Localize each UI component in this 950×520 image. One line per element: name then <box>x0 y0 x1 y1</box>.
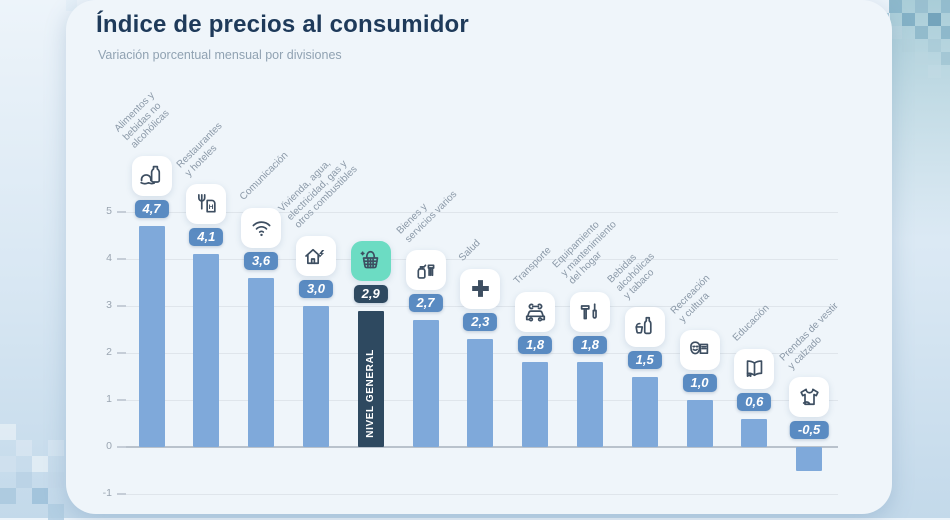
category-icon-tile <box>131 156 172 197</box>
goods-services-icon <box>417 264 435 279</box>
restaurant-hotel-icon: H <box>197 193 216 213</box>
category-icon-tile <box>405 250 446 291</box>
bar <box>193 254 220 447</box>
category-icon-tile <box>569 292 610 333</box>
value-badge: 3,0 <box>298 280 333 298</box>
mosaic-square <box>941 0 950 13</box>
value-badge: 4,1 <box>189 228 224 247</box>
bar <box>741 418 768 447</box>
y-tick-label: 4 <box>106 252 112 264</box>
bar <box>576 362 603 447</box>
food-icon <box>140 165 161 185</box>
svg-text:H: H <box>208 204 213 211</box>
y-tick-label: 3 <box>106 299 112 311</box>
y-tick-label: 0 <box>106 440 112 452</box>
value-badge: 1,0 <box>682 374 717 392</box>
category-icon-tile <box>734 348 775 389</box>
y-tick-label: 5 <box>106 205 112 217</box>
value-badge: 1,8 <box>518 336 553 355</box>
category-icon-tile <box>241 207 282 248</box>
axis-tick <box>117 399 126 401</box>
y-tick-label: 1 <box>106 393 112 405</box>
recreation-icon <box>690 340 709 354</box>
housing-utilities-icon <box>305 248 325 264</box>
mosaic-square <box>928 65 941 78</box>
mosaic-square <box>902 39 915 52</box>
communication-icon <box>252 221 271 237</box>
value-badge: 3,6 <box>244 251 279 270</box>
gridline <box>122 212 838 213</box>
bar <box>467 338 494 447</box>
bar <box>796 447 823 471</box>
y-tick-label: -1 <box>102 487 112 499</box>
mosaic-square <box>915 0 928 13</box>
bar <box>248 277 275 447</box>
value-badge: -0,5 <box>789 421 829 439</box>
bar <box>138 226 165 447</box>
mosaic-square <box>915 52 928 65</box>
axis-tick <box>117 211 126 213</box>
category-icon-tile <box>624 306 665 347</box>
mosaic-square <box>48 504 64 520</box>
mosaic-square <box>66 0 77 11</box>
axis-tick <box>117 352 126 354</box>
mosaic-square <box>0 488 16 504</box>
mosaic-square <box>928 39 941 52</box>
gridline <box>122 259 838 260</box>
mosaic-square <box>16 472 32 488</box>
category-icon-tile <box>789 377 830 417</box>
mosaic-square <box>48 472 64 488</box>
mosaic-square <box>0 456 16 472</box>
bar <box>686 400 713 447</box>
category-icon-tile <box>350 240 391 281</box>
mosaic-square <box>915 26 928 39</box>
category-icon-tile <box>679 330 720 370</box>
mosaic-square <box>889 26 902 39</box>
y-tick-label: 2 <box>106 346 112 358</box>
mosaic-square <box>941 26 950 39</box>
category-icon-tile <box>460 268 501 309</box>
baseline <box>122 446 838 448</box>
value-badge: 2,7 <box>408 294 443 313</box>
education-icon <box>746 360 763 378</box>
value-badge: 2,9 <box>353 284 388 303</box>
health-icon <box>471 280 489 298</box>
axis-tick <box>117 446 126 448</box>
page-subtitle: Variación porcentual mensual por divisio… <box>98 48 342 62</box>
bar-nivel-general: NIVEL GENERAL <box>357 310 384 447</box>
mosaic-square <box>902 13 915 26</box>
mosaic-square <box>0 424 16 440</box>
axis-tick <box>117 493 126 495</box>
value-badge: 1,5 <box>627 350 662 369</box>
clothing-icon <box>799 388 819 405</box>
value-badge: 0,6 <box>737 392 772 411</box>
bar <box>522 362 549 447</box>
nivel-general-label: NIVEL GENERAL <box>365 349 377 438</box>
mosaic-square <box>889 0 902 13</box>
value-badge: 1,8 <box>572 336 607 355</box>
bar <box>631 376 658 447</box>
basket-icon <box>360 251 379 269</box>
category-icon-tile <box>515 292 556 333</box>
home-equipment-icon <box>581 303 598 320</box>
value-badge: 2,3 <box>463 312 498 331</box>
bar <box>412 320 439 447</box>
mosaic-square <box>928 13 941 26</box>
mosaic-square <box>32 456 48 472</box>
gridline <box>122 494 838 495</box>
category-icon-tile: H <box>186 184 227 225</box>
transport-icon <box>525 303 545 322</box>
page-title: Índice de precios al consumidor <box>96 11 469 38</box>
bar <box>302 306 329 447</box>
alcohol-tobacco-icon <box>635 316 652 335</box>
category-icon-tile <box>295 236 336 276</box>
mosaic-square <box>941 52 950 65</box>
mosaic-square <box>32 488 48 504</box>
axis-tick <box>117 258 126 260</box>
axis-tick <box>117 305 126 307</box>
value-badge: 4,7 <box>134 200 169 219</box>
mosaic-square <box>16 440 32 456</box>
mosaic-square <box>48 440 64 456</box>
